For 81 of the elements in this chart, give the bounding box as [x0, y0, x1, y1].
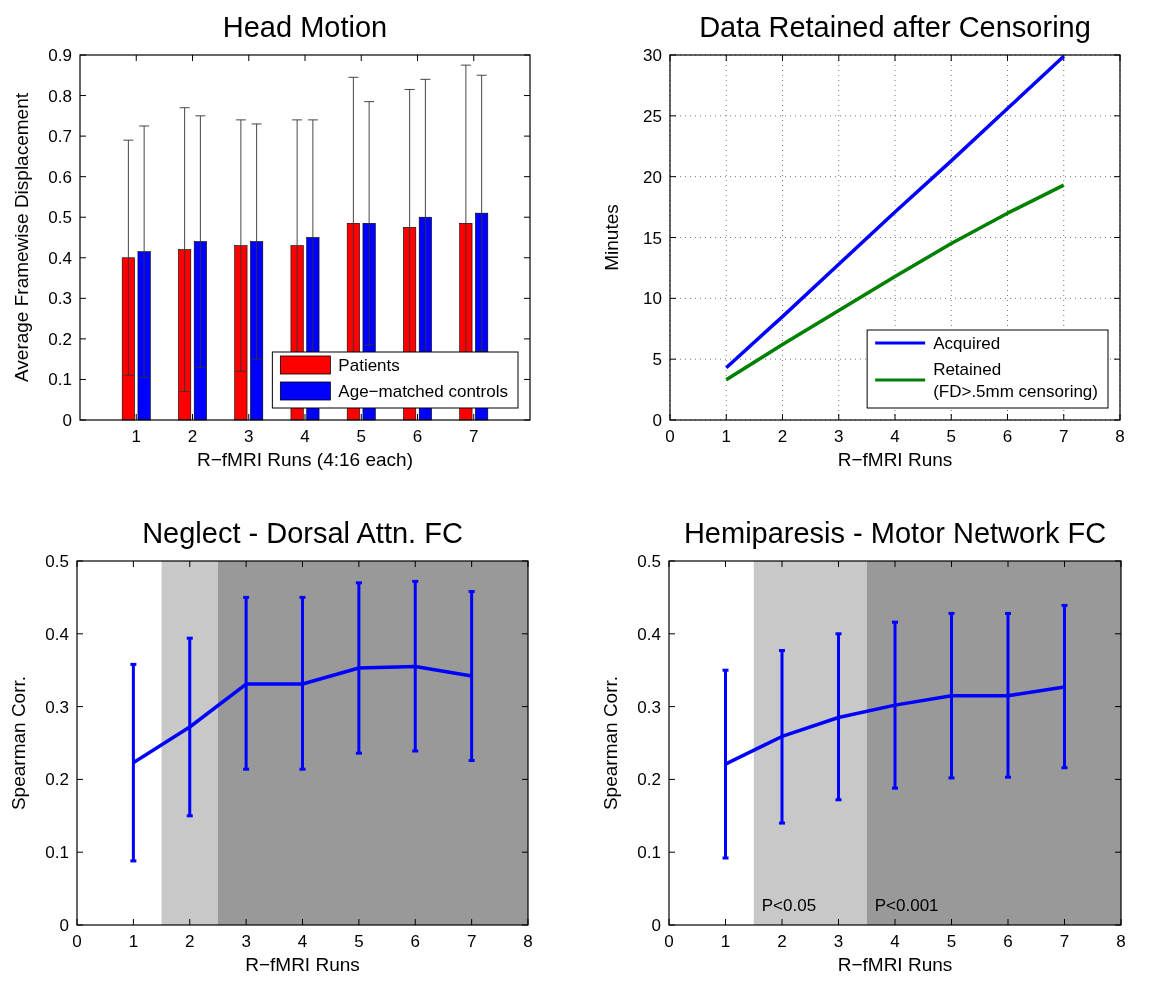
x-tick-label: 3 [244, 427, 254, 446]
y-tick-label: 0.2 [48, 329, 72, 349]
y-tick-label: 0.1 [48, 370, 72, 390]
x-tick-label: 6 [412, 427, 423, 446]
y-tick-label: 0.6 [48, 167, 72, 187]
x-tick-label: 4 [297, 932, 308, 951]
y-tick-label: 25 [643, 106, 662, 126]
x-tick-label: 3 [241, 932, 251, 951]
y-tick-label: 0 [651, 916, 661, 935]
y-tick-label: 0.4 [48, 248, 72, 268]
x-tick-label: 0 [665, 427, 675, 446]
x-tick-label: 4 [890, 932, 900, 951]
y-tick-label: 5 [652, 350, 662, 370]
legend-label: Retained (FD>.5mm censoring) [933, 360, 1098, 401]
x-tick-label: 3 [833, 932, 844, 951]
x-tick-label: 6 [410, 932, 420, 951]
x-tick-label: 5 [354, 932, 364, 951]
x-tick-label: 1 [720, 932, 731, 951]
y-tick-label: 0.5 [637, 552, 661, 571]
y-tick-label: 20 [643, 167, 662, 187]
y-tick-label: 0 [59, 916, 69, 935]
x-tick-label: 1 [128, 932, 139, 951]
x-tick-label: 7 [1059, 932, 1070, 951]
x-axis-title: R−fMRI Runs [837, 954, 953, 975]
y-tick-label: 0 [652, 411, 662, 430]
y-axis-title: Spearman Corr. [600, 675, 621, 811]
band-label: P<0.05 [761, 896, 817, 915]
x-tick-label: 7 [466, 932, 477, 951]
x-tick-label: 5 [356, 427, 366, 446]
y-tick-label: 0.8 [48, 86, 72, 106]
y-tick-label: 0.5 [45, 552, 69, 571]
y-tick-label: 0 [62, 411, 72, 430]
x-tick-label: 8 [1115, 427, 1125, 446]
x-tick-label: 0 [664, 932, 674, 951]
x-tick-label: 8 [523, 932, 533, 951]
line-series [724, 183, 1066, 382]
x-tick-label: 6 [1002, 427, 1013, 446]
y-tick-label: 0.9 [48, 46, 72, 65]
x-tick-label: 7 [469, 427, 479, 446]
y-tick-label: 0.1 [637, 843, 661, 863]
x-tick-label: 7 [1059, 427, 1069, 446]
x-tick-label: 6 [1003, 932, 1013, 951]
x-tick-label: 5 [946, 932, 957, 951]
x-tick-label: 2 [777, 427, 788, 446]
x-tick-label: 2 [777, 932, 787, 951]
y-axis-title: Spearman Corr. [8, 675, 29, 811]
y-tick-label: 15 [643, 228, 662, 248]
y-tick-label: 0.1 [45, 843, 69, 863]
x-axis-title: R−fMRI Runs (4:16 each) [197, 449, 413, 470]
legend-label: Patients [338, 356, 400, 375]
y-tick-label: 0.5 [48, 208, 72, 228]
x-tick-label: 4 [890, 427, 900, 446]
y-tick-label: 0.3 [48, 289, 72, 309]
y-axis-title: Average Framewise Displacement [11, 92, 32, 382]
chart-title: Hemiparesis - Motor Network FC [683, 517, 1107, 549]
x-axis-title: R−fMRI Runs [245, 954, 360, 975]
legend-label: Age−matched controls [338, 382, 508, 401]
chart-title: Neglect - Dorsal Attn. FC [142, 517, 463, 549]
x-tick-label: 3 [834, 427, 844, 446]
y-tick-label: 0.7 [48, 127, 72, 147]
chart-title: Head Motion [222, 11, 388, 43]
y-tick-label: 0.3 [637, 697, 661, 717]
x-tick-label: 2 [187, 427, 198, 446]
x-tick-label: 1 [131, 427, 141, 446]
x-tick-label: 1 [721, 427, 731, 446]
x-tick-label: 2 [185, 932, 195, 951]
x-axis-title: R−fMRI Runs [837, 449, 953, 470]
y-tick-label: 10 [643, 289, 662, 309]
y-tick-label: 30 [643, 46, 662, 65]
legend-label: Acquired [933, 334, 1001, 353]
y-tick-label: 0.4 [45, 624, 69, 644]
y-tick-label: 0.2 [45, 770, 69, 790]
x-tick-label: 5 [946, 427, 956, 446]
chart-title: Data Retained after Censoring [699, 11, 1091, 43]
band-label: P<0.001 [874, 896, 939, 915]
y-tick-label: 0.3 [45, 697, 69, 717]
x-tick-label: 8 [1116, 932, 1126, 951]
y-axis-title: Minutes [601, 204, 622, 271]
y-tick-label: 0.2 [637, 770, 661, 790]
y-tick-label: 0.4 [637, 624, 661, 644]
x-tick-label: 4 [300, 427, 310, 446]
